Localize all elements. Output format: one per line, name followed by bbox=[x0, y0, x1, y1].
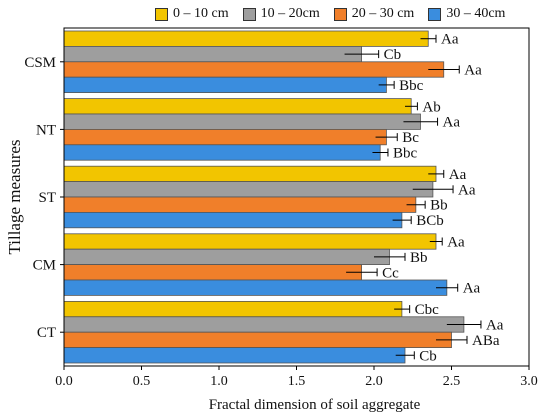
sig-label-nt-series-3: Bbc bbox=[393, 146, 418, 162]
sig-label-nt-series-0: Ab bbox=[422, 99, 440, 115]
bar-st-series-3 bbox=[63, 211, 403, 229]
bar-nt-series-2 bbox=[63, 128, 387, 146]
bar-cm-series-3 bbox=[63, 279, 448, 296]
category-label-cm: CM bbox=[33, 258, 56, 274]
y-axis-title: Tillage measures bbox=[5, 139, 24, 254]
legend-item-30-40cm: 30 – 40cm bbox=[428, 6, 505, 22]
sig-label-ct-series-0: Cbc bbox=[415, 302, 440, 318]
x-tick-label-5: 2.5 bbox=[443, 374, 461, 389]
legend-swatch-30-40cm bbox=[428, 7, 442, 21]
bar-cm-series-1 bbox=[63, 248, 390, 265]
bar-csm-series-2 bbox=[63, 61, 445, 78]
sig-label-ct-series-1: Aa bbox=[486, 318, 504, 334]
legend-label-30-40cm: 30 – 40cm bbox=[446, 6, 506, 21]
chart-legend: 0 – 10 cm 10 – 20cm 20 – 30 cm 30 – 40cm bbox=[155, 6, 505, 22]
legend-item-10-20cm: 10 – 20cm bbox=[242, 6, 320, 22]
sig-label-csm-series-1: Cb bbox=[384, 47, 402, 63]
legend-label-0-10cm: 0 – 10 cm bbox=[173, 6, 229, 21]
category-label-nt: NT bbox=[36, 122, 56, 138]
bar-csm-series-1 bbox=[63, 46, 363, 63]
bar-cm-series-0 bbox=[63, 233, 437, 250]
bar-st-series-0 bbox=[63, 165, 437, 182]
sig-label-csm-series-2: Aa bbox=[464, 63, 482, 79]
sig-label-cm-series-2: Cc bbox=[382, 265, 399, 281]
x-tick-label-2: 1.0 bbox=[210, 374, 228, 389]
bar-ct-series-3 bbox=[63, 347, 406, 364]
x-tick-label-4: 2.0 bbox=[365, 374, 383, 389]
legend-swatch-20-30cm bbox=[333, 7, 347, 21]
sig-label-cm-series-0: Aa bbox=[447, 235, 465, 251]
sig-label-st-series-2: Bb bbox=[430, 198, 448, 214]
category-label-csm: CSM bbox=[24, 55, 56, 71]
bar-ct-series-0 bbox=[63, 300, 403, 318]
bar-st-series-2 bbox=[63, 196, 417, 213]
bar-nt-series-1 bbox=[63, 113, 421, 130]
sig-label-st-series-3: BCb bbox=[416, 213, 444, 229]
x-axis-title: Fractal dimension of soil aggregate bbox=[209, 397, 421, 413]
sig-label-st-series-1: Aa bbox=[458, 182, 476, 198]
x-tick-label-0: 0.0 bbox=[55, 374, 73, 389]
legend-label-20-30cm: 20 – 30 cm bbox=[351, 6, 415, 21]
bar-nt-series-3 bbox=[63, 144, 381, 161]
sig-label-nt-series-2: Bc bbox=[402, 130, 419, 146]
legend-label-10-20cm: 10 – 20cm bbox=[260, 6, 320, 21]
sig-label-ct-series-3: Cb bbox=[419, 348, 437, 364]
bar-csm-series-3 bbox=[63, 76, 387, 93]
bar-csm-series-0 bbox=[63, 30, 429, 47]
sig-label-cm-series-1: Bb bbox=[410, 250, 428, 266]
sig-label-ct-series-2: ABa bbox=[472, 333, 500, 349]
legend-swatch-10-20cm bbox=[242, 7, 256, 21]
bar-ct-series-2 bbox=[63, 331, 452, 349]
bar-st-series-1 bbox=[63, 181, 434, 198]
category-label-st: ST bbox=[38, 190, 56, 206]
sig-label-cm-series-3: Aa bbox=[463, 281, 481, 297]
bar-nt-series-0 bbox=[63, 98, 412, 115]
x-tick-label-6: 3.0 bbox=[520, 374, 538, 389]
sig-label-nt-series-1: Aa bbox=[443, 115, 461, 131]
sig-label-csm-series-3: Bbc bbox=[399, 78, 424, 94]
bar-cm-series-2 bbox=[63, 264, 363, 281]
sig-label-st-series-0: Aa bbox=[449, 167, 467, 183]
legend-item-0-10cm: 0 – 10 cm bbox=[155, 6, 229, 22]
x-tick-label-3: 1.5 bbox=[288, 374, 306, 389]
sig-label-csm-series-0: Aa bbox=[441, 32, 459, 48]
bar-ct-series-1 bbox=[63, 316, 465, 333]
legend-item-20-30cm: 20 – 30 cm bbox=[333, 6, 415, 22]
category-label-ct: CT bbox=[37, 325, 56, 341]
x-tick-label-1: 0.5 bbox=[133, 374, 151, 389]
legend-swatch-0-10cm bbox=[155, 7, 168, 21]
